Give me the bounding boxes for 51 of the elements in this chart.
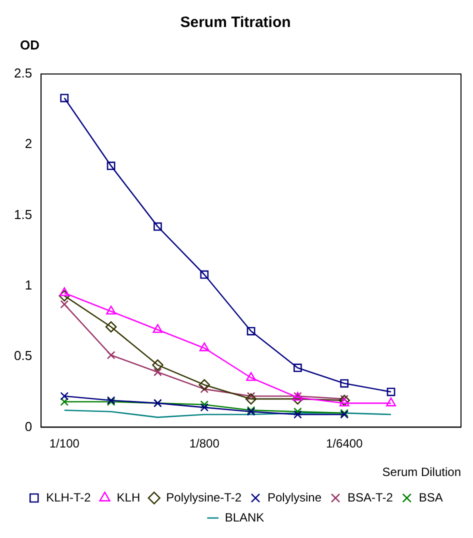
point xyxy=(340,394,349,404)
point xyxy=(339,398,350,406)
point xyxy=(200,270,209,279)
legend-label: BSA-T-2 xyxy=(348,490,394,504)
point xyxy=(152,324,163,333)
point xyxy=(245,393,257,405)
point xyxy=(60,398,69,406)
y-tick-label: 2.5 xyxy=(14,66,32,81)
point xyxy=(294,410,302,419)
legend-label: Polylysine-T-2 xyxy=(166,490,242,504)
point xyxy=(152,359,164,371)
y-tick-label: 2 xyxy=(24,136,32,152)
point xyxy=(386,388,396,396)
point xyxy=(246,392,256,400)
chart-title: Serum Titration xyxy=(180,14,291,32)
point xyxy=(292,393,304,405)
point xyxy=(60,94,69,102)
point xyxy=(340,379,349,388)
y-tick-label: 0 xyxy=(24,418,32,434)
point xyxy=(58,290,70,302)
point xyxy=(60,300,69,308)
point xyxy=(200,400,209,409)
point xyxy=(60,392,69,400)
y-tick-label: 1.5 xyxy=(14,206,32,222)
point xyxy=(246,326,256,336)
y-tick-label: 1 xyxy=(24,278,32,292)
point xyxy=(154,222,162,231)
y-tick-label: 0.5 xyxy=(14,348,32,364)
x-axis-title: Serum Dilution xyxy=(382,465,461,480)
y-axis-title: OD xyxy=(20,38,40,53)
point xyxy=(154,368,162,376)
legend-label: Polylysine xyxy=(268,490,322,504)
point xyxy=(294,407,302,416)
x-tick-label: 1/6400 xyxy=(326,436,364,451)
point xyxy=(105,321,117,333)
x-tick-label: 1/800 xyxy=(189,436,220,451)
legend-label: BLANK xyxy=(224,510,264,524)
legend-label: KLH-T-2 xyxy=(46,490,92,504)
x-tick-label: 1/100 xyxy=(49,436,80,451)
point xyxy=(386,398,396,406)
point xyxy=(294,364,302,372)
point xyxy=(200,403,209,412)
legend-label: BSA xyxy=(418,490,443,504)
point xyxy=(198,379,210,390)
point xyxy=(106,350,116,360)
point xyxy=(106,306,116,314)
point xyxy=(59,287,70,296)
point xyxy=(246,372,256,381)
point xyxy=(199,342,210,352)
point xyxy=(106,162,116,170)
legend-label: KLH xyxy=(116,490,140,504)
